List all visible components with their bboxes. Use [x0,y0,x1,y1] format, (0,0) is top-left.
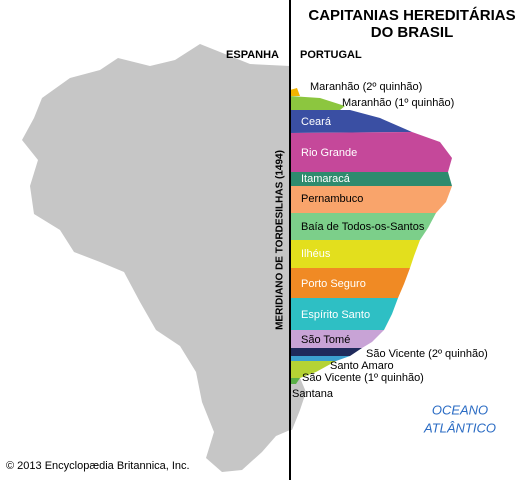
band-sao-vicente-1 [290,361,336,378]
band-pernambuco [290,186,452,213]
region-east: PORTUGAL [300,49,362,61]
label: Ceará [301,116,332,128]
label: Itamaracá [301,173,351,185]
band-porto-seguro [290,268,410,298]
label: Maranhão (1º quinhão) [342,97,454,109]
band-ceara [290,110,412,133]
band-sao-tome [290,330,384,348]
band-itamaraca [290,172,452,186]
band-santo-amaro [290,356,350,361]
band-sao-vicente-2 [290,348,362,356]
ocean-label: ATLÂNTICO [423,420,496,435]
label: Maranhão (2º quinhão) [310,81,422,93]
label: Santo Amaro [330,360,394,372]
title-line2: DO BRASIL [371,24,454,41]
label: Rio Grande [301,147,357,159]
captaincy-bands [290,88,452,384]
band-baia [290,213,436,240]
southern-land [290,378,306,430]
copyright: © 2013 Encyclopædia Britannica, Inc. [6,460,190,472]
title-line1: CAPITANIAS HEREDITÁRIAS [308,7,515,24]
label: Santana [292,388,334,400]
band-maranhao-2 [290,88,300,96]
label: Pernambuco [301,193,363,205]
label: Espírito Santo [301,309,370,321]
label: São Vicente (1º quinhão) [302,372,424,384]
brazil-silhouette [22,44,290,472]
band-espirito-santo [290,298,398,330]
band-santana [290,378,300,384]
label: Porto Seguro [301,278,366,290]
label: Ilhéus [301,248,331,260]
ocean-label: OCEANO [432,402,488,417]
band-rio-grande [290,132,452,172]
label: São Tomé [301,334,350,346]
band-ilheus [290,240,420,268]
band-maranhao-1 [290,96,345,110]
region-west: ESPANHA [226,49,279,61]
label: São Vicente (2º quinhão) [366,348,488,360]
meridian-label: MERIDIANO DE TORDESILHAS (1494) [275,150,286,330]
label: Baía de Todos-os-Santos [301,221,425,233]
